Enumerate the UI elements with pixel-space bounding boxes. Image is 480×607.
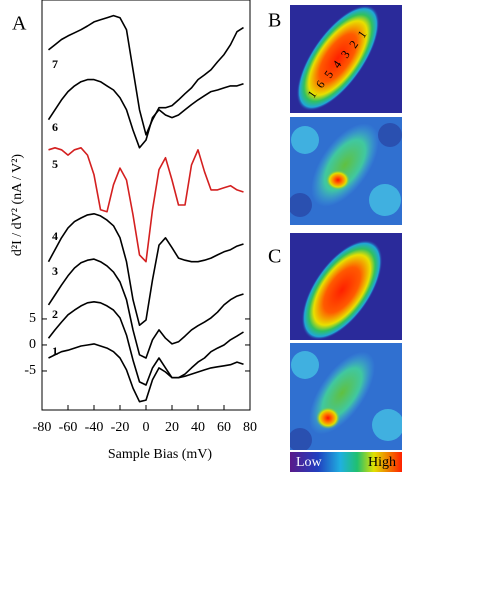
y-tick-label: 0 [29,337,36,352]
x-tick-label: 40 [191,420,205,435]
x-tick-label: 80 [243,420,257,435]
colorbar-low: Low [296,455,323,470]
panel-label: C [268,246,281,268]
curve [47,213,244,326]
curve-label: 6 [52,120,58,134]
x-tick-label: -20 [111,420,130,435]
y-tick-label: -5 [24,363,36,378]
panel-label: B [268,10,281,32]
curve-label: 1 [52,344,58,358]
curve-label: 5 [52,157,58,171]
panel-label: A [12,13,27,35]
x-tick-label: -80 [33,420,52,435]
x-tick-label: 20 [165,420,179,435]
x-tick-label: -40 [85,420,104,435]
y-axis-label: d²I / dV² (nA / V²) [10,154,25,257]
plot-area: A Sample Bias (mV) d²I / dV² (nA / V²) -… [10,0,257,462]
x-axis-label: Sample Bias (mV) [108,447,213,462]
curve [48,343,244,403]
curve-label: 7 [52,57,58,71]
curve-label: 3 [52,264,58,278]
curve [47,301,244,386]
x-tick-label: 0 [143,420,150,435]
curve [47,78,244,149]
curve [48,14,244,136]
curve [47,258,244,359]
curve-label: 2 [52,307,58,321]
y-tick-label: 5 [29,311,36,326]
map-c-bottom [290,343,402,450]
colorbar-high: High [368,455,396,470]
map-c-top [290,233,402,340]
colorbar [290,452,402,472]
map-b-top [290,5,402,113]
x-tick-label: 60 [217,420,231,435]
curve-label: 4 [52,229,58,243]
x-tick-label: -60 [59,420,78,435]
curve [48,147,244,263]
map-b-bottom [290,117,402,225]
